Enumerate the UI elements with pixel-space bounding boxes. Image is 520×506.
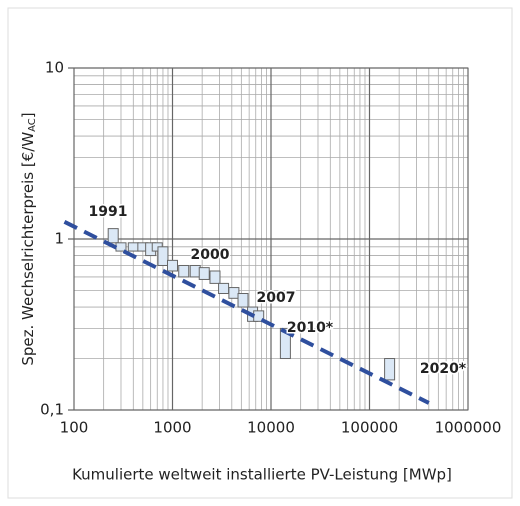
- price-box: [189, 264, 201, 278]
- annotation: 2010*: [287, 320, 334, 336]
- y-tick-label: 0,1: [40, 401, 64, 419]
- y-tick-label: 10: [45, 59, 64, 77]
- trend-line: [63, 220, 430, 405]
- price-box: [157, 246, 169, 266]
- price-box: [198, 267, 210, 280]
- price-box: [209, 270, 221, 284]
- price-box: [228, 287, 240, 299]
- x-tick-label: 100: [60, 419, 89, 437]
- annotation: 2020*: [420, 361, 467, 377]
- frame: [7, 7, 513, 499]
- price-box: [279, 327, 291, 360]
- price-box: [178, 264, 190, 278]
- price-box: [218, 282, 230, 295]
- y-label-sub: AC: [27, 118, 38, 132]
- price-box: [237, 293, 249, 308]
- y-tick-label: 1: [54, 230, 64, 248]
- x-tick-label: 10000: [247, 419, 295, 437]
- x-tick-label: 100000: [341, 419, 398, 437]
- annotation: 1991: [89, 204, 128, 220]
- price-box: [167, 259, 178, 272]
- y-axis-label: Spez. Wechselrichterpreis [€/WAC]: [19, 112, 39, 365]
- x-axis-label: Kumulierte weltweit installierte PV-Leis…: [72, 466, 452, 484]
- x-tick-label: 1000000: [435, 419, 502, 437]
- price-box: [107, 228, 119, 244]
- y-label-end: ]: [19, 112, 37, 118]
- y-label-text: Spez. Wechselrichterpreis [€/W: [19, 132, 37, 366]
- annotation: 2000: [191, 247, 230, 263]
- price-box: [127, 242, 139, 252]
- x-tick-label: 1000: [153, 419, 191, 437]
- price-box: [384, 358, 396, 381]
- annotation: 2007: [257, 290, 296, 306]
